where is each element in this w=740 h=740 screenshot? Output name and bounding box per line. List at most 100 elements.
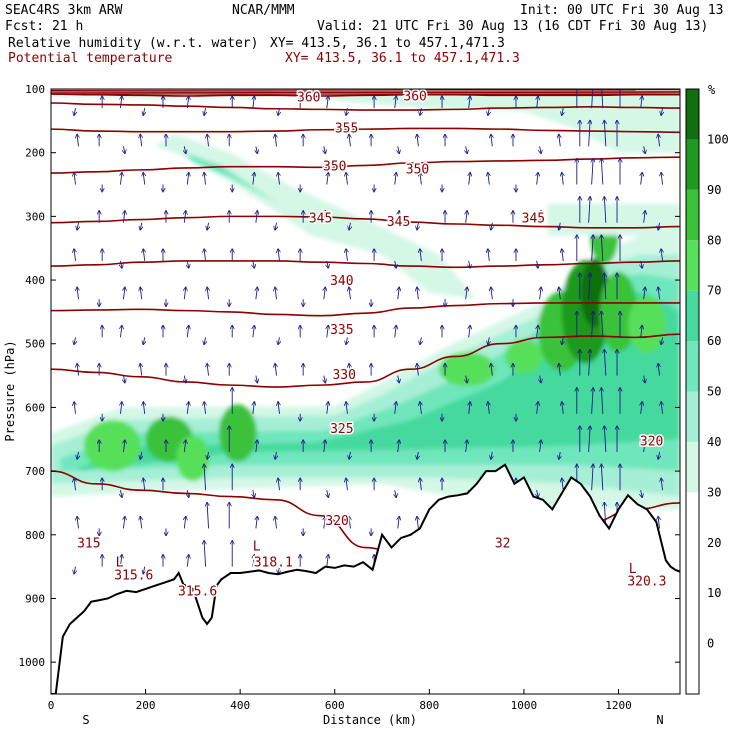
rh-core-0 bbox=[84, 419, 141, 472]
header-init-time: Init: 00 UTC Fri 30 Aug 13 bbox=[520, 3, 724, 18]
wind-vector bbox=[469, 260, 471, 268]
colorbar-label: 60 bbox=[707, 334, 721, 348]
wind-vector bbox=[143, 402, 145, 414]
wind-vector bbox=[537, 490, 539, 497]
theta-label: 320 bbox=[640, 435, 663, 450]
wind-vector bbox=[417, 222, 419, 230]
wind-vector bbox=[123, 375, 125, 383]
wind-vector bbox=[324, 516, 326, 529]
wind-vector bbox=[123, 146, 125, 153]
wind-vector bbox=[641, 260, 643, 268]
header-valid-time: Valid: 21 UTC Fri 30 Aug 13 (16 CDT Fri … bbox=[317, 19, 708, 34]
rh-shading-layer bbox=[51, 89, 680, 510]
wind-vector bbox=[324, 146, 326, 153]
wind-vector bbox=[140, 516, 142, 529]
colorbar-label: 40 bbox=[707, 435, 721, 449]
theta-contour-360 bbox=[51, 93, 680, 97]
wind-vector bbox=[398, 375, 400, 383]
wind-vector bbox=[540, 375, 542, 383]
header-block: SEAC4RS 3km ARW NCAR/MMM Init: 00 UTC Fr… bbox=[5, 3, 724, 66]
wind-vector bbox=[275, 451, 277, 459]
theta-label: 318.1 bbox=[254, 556, 293, 571]
theta-label: 320.3 bbox=[627, 575, 666, 590]
wind-vector bbox=[537, 260, 539, 268]
wind-vector bbox=[469, 325, 471, 338]
wind-vector bbox=[559, 364, 561, 376]
wind-vector bbox=[395, 96, 397, 109]
wind-vector bbox=[488, 402, 490, 414]
y-tick-label: 400 bbox=[25, 274, 45, 287]
wind-vector bbox=[417, 516, 419, 529]
y-tick-label: 900 bbox=[25, 592, 45, 605]
wind-vector bbox=[395, 260, 397, 268]
rh-top-band bbox=[278, 89, 680, 153]
wind-vector bbox=[658, 287, 660, 300]
wind-vector bbox=[256, 287, 258, 300]
wind-vector bbox=[491, 134, 493, 147]
wind-vector bbox=[395, 402, 397, 414]
wind-vector bbox=[559, 451, 561, 459]
wind-vector bbox=[537, 402, 539, 414]
wind-vector bbox=[601, 464, 603, 491]
wind-vector bbox=[491, 287, 493, 300]
y-tick-label: 200 bbox=[25, 147, 45, 160]
wind-vector bbox=[74, 566, 76, 574]
theta-contour-340 bbox=[51, 215, 680, 229]
wind-vector bbox=[275, 222, 277, 230]
y-tick-label: 1000 bbox=[19, 656, 46, 669]
wind-vector bbox=[143, 337, 145, 344]
wind-vector bbox=[327, 325, 329, 338]
colorbar-swatch bbox=[686, 341, 699, 392]
wind-vector bbox=[207, 287, 209, 300]
wind-vector bbox=[488, 173, 490, 185]
wind-vector bbox=[120, 490, 122, 497]
terrain-fill bbox=[51, 464, 680, 694]
rh-core-5 bbox=[505, 339, 543, 374]
wind-vector bbox=[420, 478, 422, 491]
wind-vector bbox=[207, 222, 209, 230]
wind-vector bbox=[275, 516, 277, 529]
wind-vector bbox=[275, 287, 277, 300]
wind-vector bbox=[187, 325, 189, 338]
wind-vector bbox=[398, 440, 400, 453]
wind-vector bbox=[601, 311, 603, 338]
wind-vector bbox=[398, 146, 400, 153]
wind-vector bbox=[346, 249, 348, 262]
rh-band-70 bbox=[79, 292, 680, 472]
wind-vector bbox=[661, 249, 663, 262]
theta-label: 360 bbox=[297, 91, 320, 106]
x-tick-label: 1200 bbox=[605, 699, 632, 712]
wind-vector bbox=[488, 249, 490, 262]
wind-vector bbox=[562, 478, 564, 491]
wind-vector bbox=[184, 211, 186, 223]
theta-label-layer: 360 360 355 350 350 345 345 345 340 335 330 325 320 3… bbox=[76, 89, 668, 601]
header-model-label: SEAC4RS 3km ARW bbox=[5, 3, 123, 18]
wind-vector bbox=[140, 364, 142, 376]
header-field-rh: Relative humidity (w.r.t. water) bbox=[8, 36, 258, 51]
wind-vector bbox=[644, 287, 646, 300]
wind-vector bbox=[644, 440, 646, 453]
theta-label: L bbox=[253, 540, 261, 555]
wind-vector bbox=[604, 120, 606, 147]
wind-vector bbox=[559, 222, 561, 230]
wind-vector bbox=[559, 134, 561, 147]
y-tick-label: 600 bbox=[25, 401, 45, 414]
colorbar-label: 0 bbox=[707, 637, 714, 651]
theta-label: 315.6 bbox=[178, 584, 217, 599]
wind-vector bbox=[253, 173, 255, 185]
wind-vector bbox=[143, 108, 145, 115]
wind-vector bbox=[420, 337, 422, 344]
theta-label: 315 bbox=[77, 537, 100, 552]
wind-vector bbox=[540, 146, 542, 153]
x-tick-label: 800 bbox=[419, 699, 439, 712]
wind-vector bbox=[253, 96, 255, 109]
wind-vector bbox=[184, 287, 186, 300]
wind-vector bbox=[398, 516, 400, 529]
wind-vector bbox=[187, 402, 189, 414]
wind-vector bbox=[346, 173, 348, 185]
wind-vector bbox=[592, 159, 594, 185]
wind-vector bbox=[256, 440, 258, 453]
wind-vector bbox=[187, 555, 189, 567]
header-field-theta: Potential temperature bbox=[8, 51, 173, 66]
